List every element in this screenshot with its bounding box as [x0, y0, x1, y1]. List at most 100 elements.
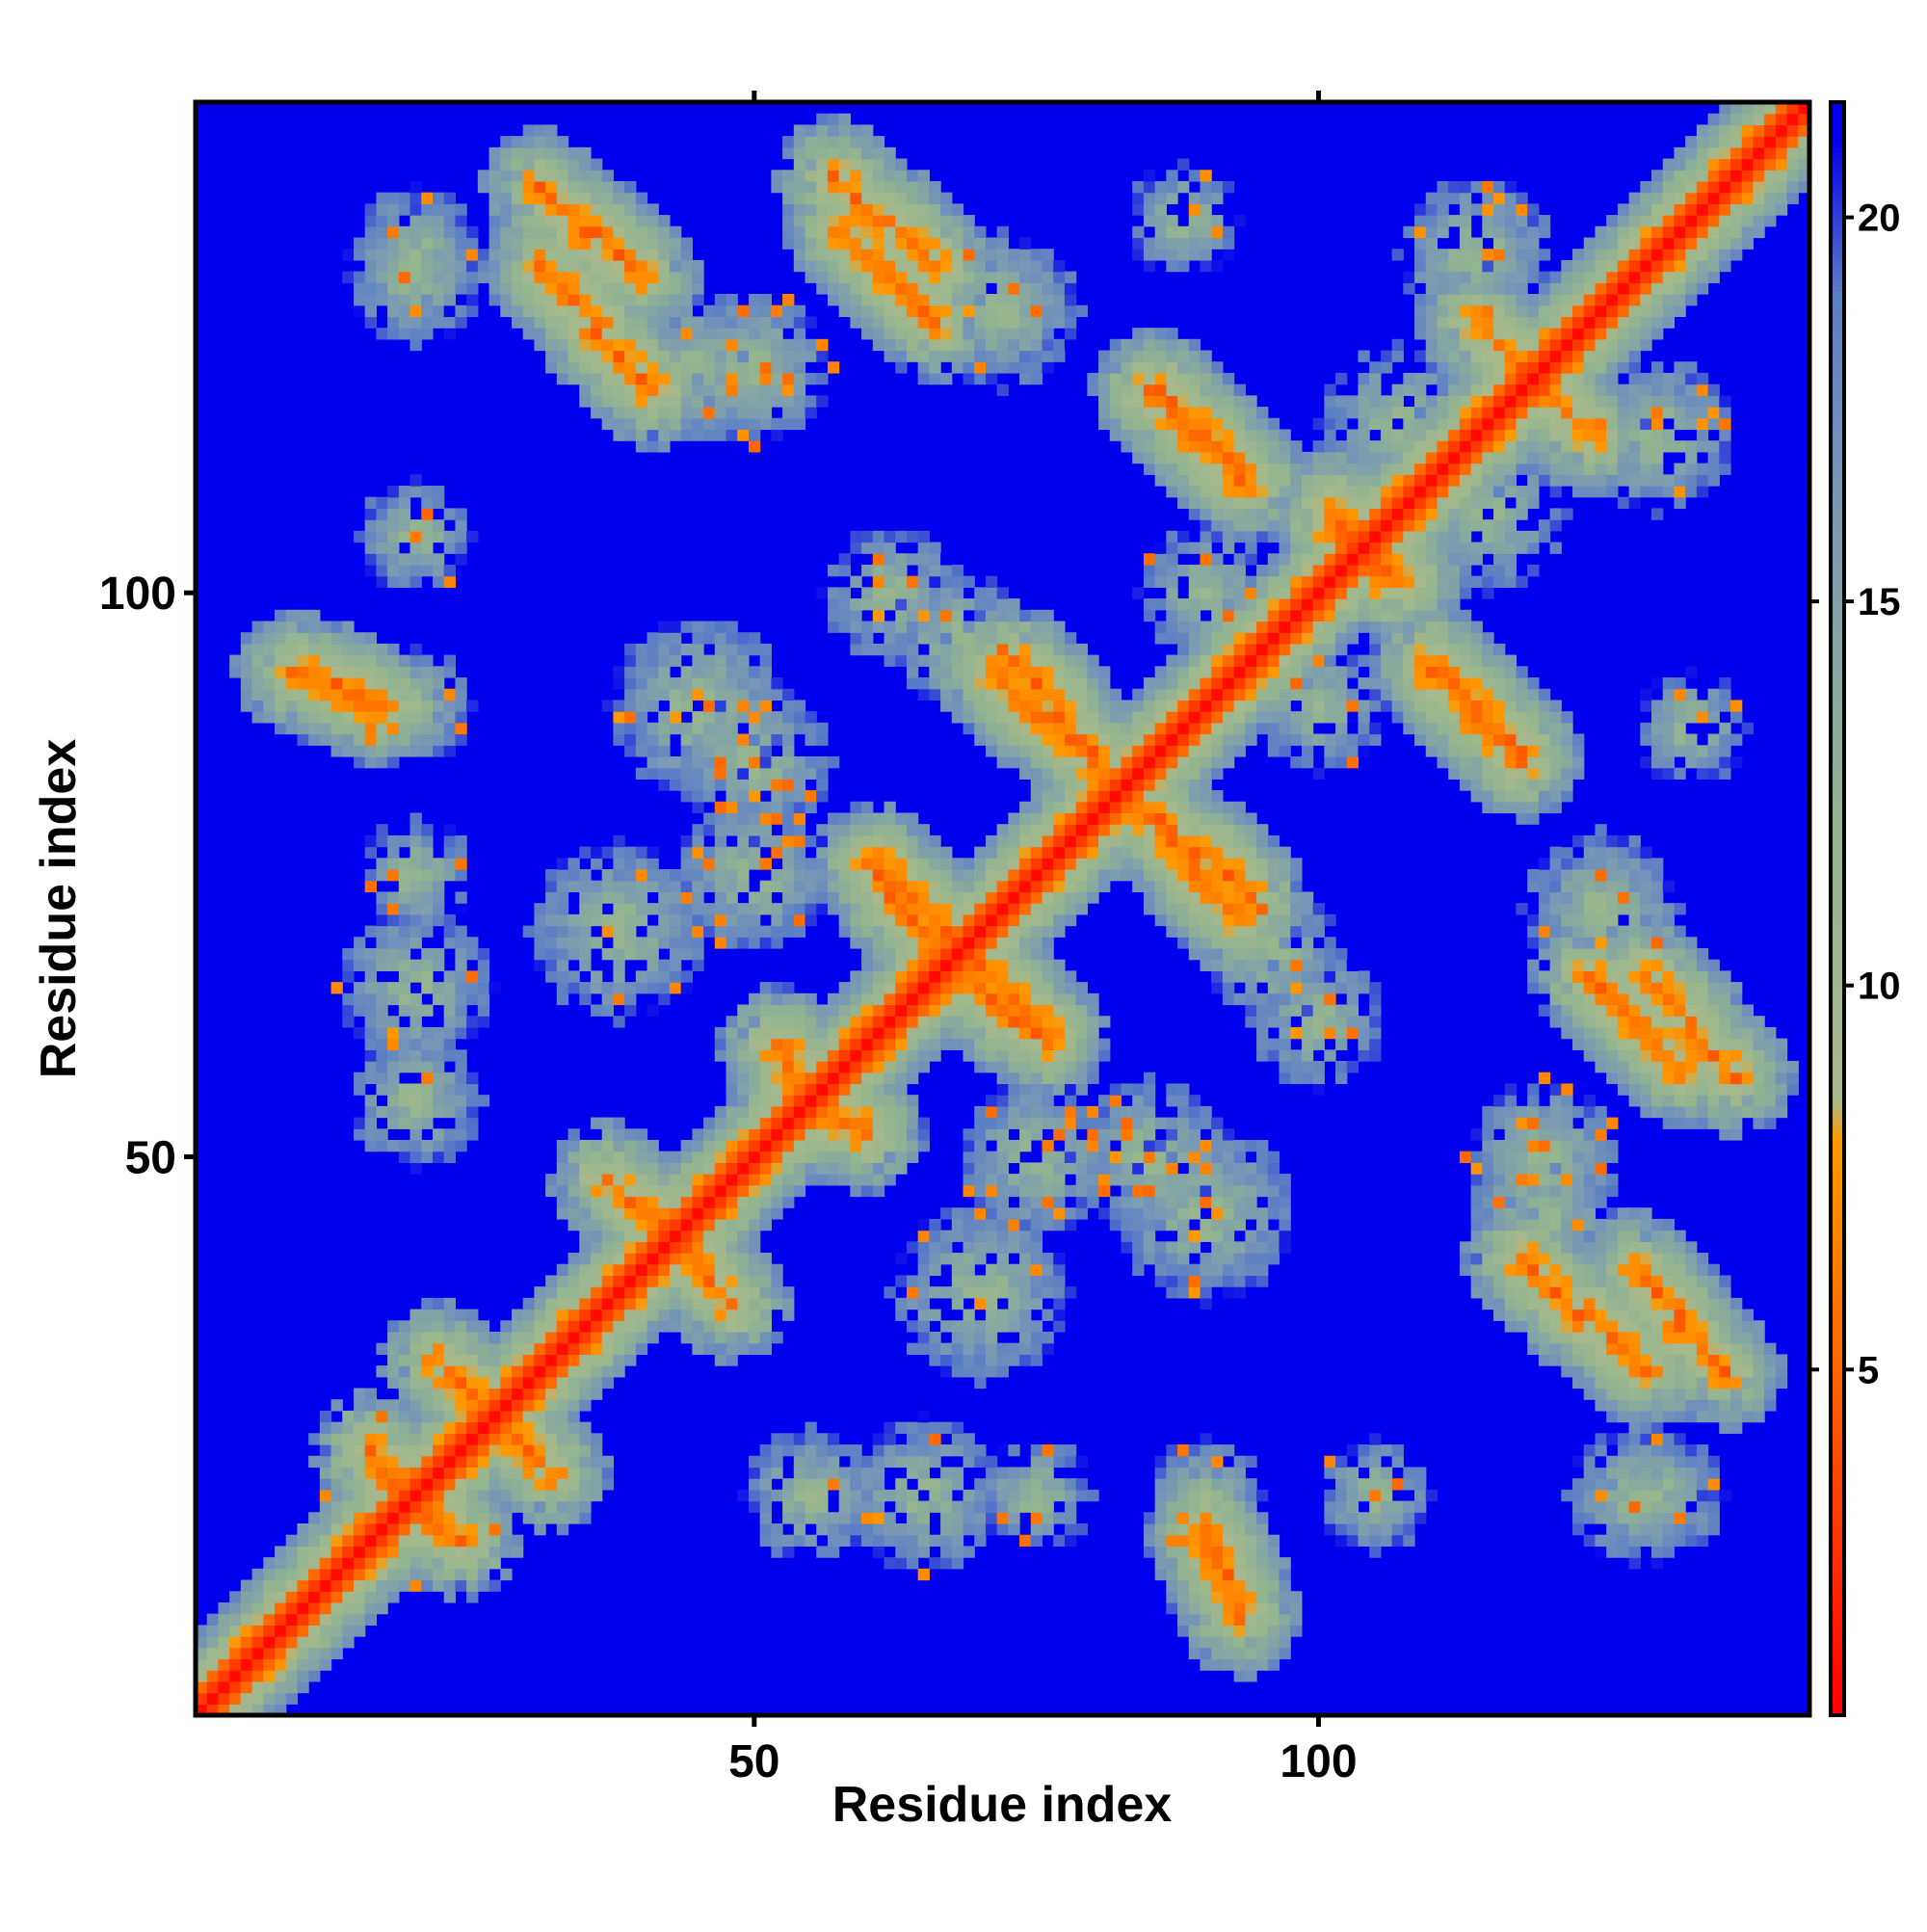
heatmap-cell	[929, 316, 941, 329]
heatmap-cell	[1008, 733, 1020, 746]
heatmap-cell	[1121, 745, 1133, 757]
heatmap-cell	[568, 1399, 580, 1412]
heatmap-cell	[940, 1286, 953, 1299]
heatmap-cell	[985, 1354, 998, 1366]
heatmap-cell	[714, 1162, 727, 1175]
heatmap-cell	[759, 1331, 772, 1344]
heatmap-cell	[805, 259, 817, 273]
heatmap-cell	[703, 361, 716, 374]
heatmap-cell	[1132, 1174, 1145, 1186]
heatmap-cell	[951, 1433, 964, 1445]
heatmap-cell	[601, 180, 614, 194]
heatmap-cell	[759, 1275, 772, 1287]
heatmap-cell	[759, 745, 772, 757]
heatmap-cell	[1030, 755, 1043, 769]
heatmap-cell	[782, 1095, 795, 1107]
heatmap-cell	[376, 328, 388, 340]
heatmap-cell	[895, 1297, 908, 1310]
heatmap-cell	[884, 1072, 896, 1085]
heatmap-cell	[1053, 812, 1066, 825]
heatmap-cell	[443, 1444, 456, 1457]
heatmap-cell	[364, 711, 378, 724]
heatmap-cell	[917, 282, 930, 295]
heatmap-cell	[850, 621, 862, 633]
heatmap-cell	[985, 1026, 998, 1040]
heatmap-cell	[929, 1489, 941, 1502]
heatmap-cell	[455, 1388, 467, 1400]
heatmap-cell	[793, 913, 806, 927]
heatmap-cell	[421, 496, 434, 510]
heatmap-cell	[624, 1354, 637, 1366]
heatmap-cell	[692, 1184, 704, 1198]
heatmap-cell	[861, 812, 874, 825]
heatmap-cell	[1008, 1026, 1020, 1040]
heatmap-cell	[455, 1139, 467, 1152]
heatmap-cell	[951, 925, 964, 938]
heatmap-cell	[342, 700, 355, 712]
heatmap-cell	[511, 1455, 524, 1469]
heatmap-cell	[1132, 1128, 1145, 1141]
heatmap-cell	[511, 249, 524, 261]
heatmap-cell	[1132, 1196, 1145, 1208]
heatmap-cell	[996, 1072, 1009, 1085]
heatmap-cell	[500, 271, 513, 283]
heatmap-cell	[387, 1410, 400, 1423]
heatmap-cell	[1053, 733, 1066, 746]
heatmap-cell	[579, 1320, 592, 1333]
heatmap-cell	[376, 1410, 388, 1423]
heatmap-cell	[398, 225, 411, 239]
heatmap-cell	[737, 1072, 750, 1085]
heatmap-cell	[759, 1162, 772, 1175]
heatmap-cell	[342, 1613, 355, 1626]
heatmap-cell	[409, 903, 422, 915]
heatmap-cell	[556, 1342, 569, 1355]
heatmap-cell	[1098, 790, 1111, 803]
heatmap-cell	[330, 1647, 343, 1660]
heatmap-cell	[477, 1388, 490, 1400]
heatmap-cell	[917, 316, 930, 329]
heatmap-cell	[613, 282, 625, 295]
heatmap-cell	[1075, 1162, 1088, 1175]
heatmap-cell	[285, 1591, 299, 1603]
heatmap-cell	[1121, 1139, 1133, 1152]
heatmap-cell	[872, 170, 885, 182]
heatmap-cell	[1064, 328, 1077, 340]
heatmap-cell	[1030, 1253, 1043, 1265]
heatmap-cell	[466, 1128, 479, 1141]
heatmap-cell	[692, 1309, 704, 1321]
heatmap-cell	[432, 913, 445, 927]
heatmap-cell	[680, 271, 693, 283]
heatmap-cell	[974, 869, 987, 882]
heatmap-cell	[906, 903, 919, 915]
heatmap-cell	[590, 1297, 603, 1310]
heatmap-cell	[861, 1016, 874, 1028]
heatmap-cell	[443, 1579, 456, 1592]
heatmap-cell	[624, 407, 637, 419]
heatmap-cell	[1075, 711, 1088, 724]
heatmap-cell	[387, 271, 400, 283]
heatmap-cell	[240, 1613, 253, 1626]
heatmap-cell	[432, 249, 445, 261]
heatmap-cell	[974, 880, 987, 893]
heatmap-cell	[951, 1016, 964, 1028]
heatmap-cell	[929, 869, 941, 882]
heatmap-cell	[274, 654, 287, 667]
heatmap-cell	[680, 372, 693, 385]
heatmap-cell	[782, 361, 795, 374]
heatmap-cell	[1030, 1105, 1043, 1119]
heatmap-cell	[466, 1083, 479, 1096]
heatmap-cell	[872, 304, 885, 318]
heatmap-cell	[500, 1365, 513, 1378]
heatmap-cell	[568, 372, 580, 385]
heatmap-cell	[838, 1049, 851, 1062]
heatmap-cell	[364, 755, 378, 769]
heatmap-cell	[387, 1320, 400, 1333]
heatmap-cell	[917, 632, 930, 645]
heatmap-cell	[929, 361, 941, 374]
heatmap-cell	[421, 1500, 434, 1513]
heatmap-cell	[782, 1105, 795, 1119]
heatmap-cell	[692, 846, 704, 859]
heatmap-cell	[895, 913, 908, 927]
heatmap-cell	[387, 304, 400, 318]
heatmap-cell	[872, 328, 885, 340]
